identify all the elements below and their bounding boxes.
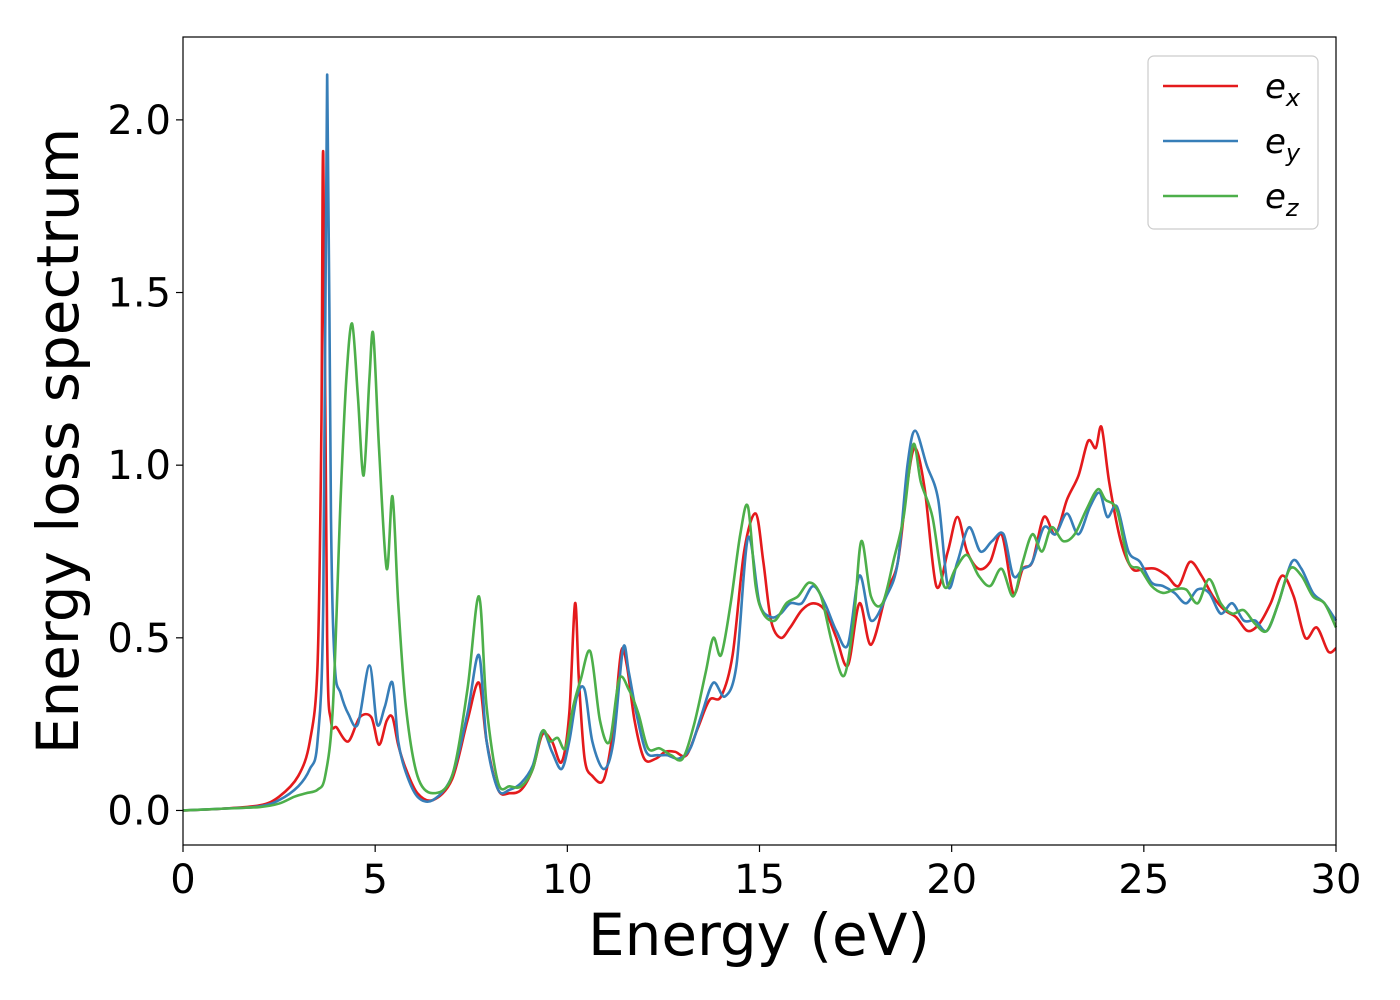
y-tick-label: 1.5 xyxy=(107,271,171,317)
y-tick-label: 0.0 xyxy=(107,788,171,834)
x-tick-label: 20 xyxy=(926,857,977,903)
x-tick-label: 15 xyxy=(734,857,785,903)
legend-label-ey: ey xyxy=(1265,122,1301,167)
x-tick-label: 5 xyxy=(362,857,387,903)
legend-box xyxy=(1147,55,1319,230)
x-tick-label: 25 xyxy=(1118,857,1169,903)
y-tick-label: 1.0 xyxy=(107,443,171,489)
y-tick-label: 2.0 xyxy=(107,98,171,144)
series-line-ez xyxy=(182,322,1338,812)
series-line-ey xyxy=(182,73,1338,812)
series-lines xyxy=(182,73,1338,812)
x-tick-label: 0 xyxy=(170,857,195,903)
y-tick-label: 0.5 xyxy=(107,616,171,662)
y-axis-ticks: 0.0 0.5 1.0 1.5 2.0 xyxy=(107,98,183,834)
x-axis-ticks: 0 5 10 15 20 25 30 xyxy=(170,845,1361,903)
x-tick-label: 30 xyxy=(1311,857,1362,903)
x-axis-label: Energy (eV) xyxy=(588,901,930,969)
series-line-ex xyxy=(182,149,1337,812)
x-tick-label: 10 xyxy=(542,857,593,903)
legend-label-ex: ex xyxy=(1265,67,1301,112)
y-axis-label: Energy loss spectrum xyxy=(24,128,92,754)
